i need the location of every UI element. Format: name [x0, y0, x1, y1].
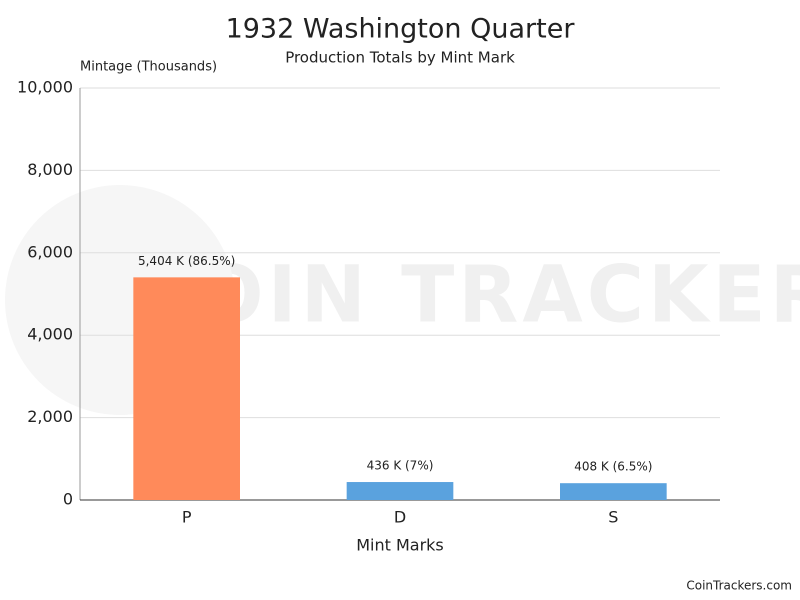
y-tick-label: 10,000	[17, 78, 73, 97]
y-tick-label: 2,000	[27, 407, 73, 426]
x-axis-label: Mint Marks	[356, 536, 444, 555]
x-tick-label: P	[182, 508, 192, 527]
bar	[133, 277, 240, 500]
x-tick-label: D	[394, 508, 406, 527]
data-label: 408 K (6.5%)	[574, 460, 652, 474]
bar	[346, 482, 454, 500]
chart-subtitle: Production Totals by Mint Mark	[285, 49, 515, 67]
x-tick-label: S	[608, 508, 618, 527]
credit: CoinTrackers.com	[686, 579, 792, 593]
bar	[560, 483, 667, 500]
y-tick-label: 8,000	[27, 160, 73, 179]
y-tick-label: 4,000	[27, 325, 73, 344]
y-tick-label: 0	[63, 490, 73, 509]
y-tick-label: 6,000	[27, 242, 73, 261]
y-axis-label: Mintage (Thousands)	[80, 60, 217, 75]
data-label: 436 K (7%)	[367, 459, 434, 473]
watermark: COIN TRACKERS	[136, 250, 800, 340]
chart-title: 1932 Washington Quarter	[226, 14, 576, 45]
data-label: 5,404 K (86.5%)	[138, 254, 235, 268]
